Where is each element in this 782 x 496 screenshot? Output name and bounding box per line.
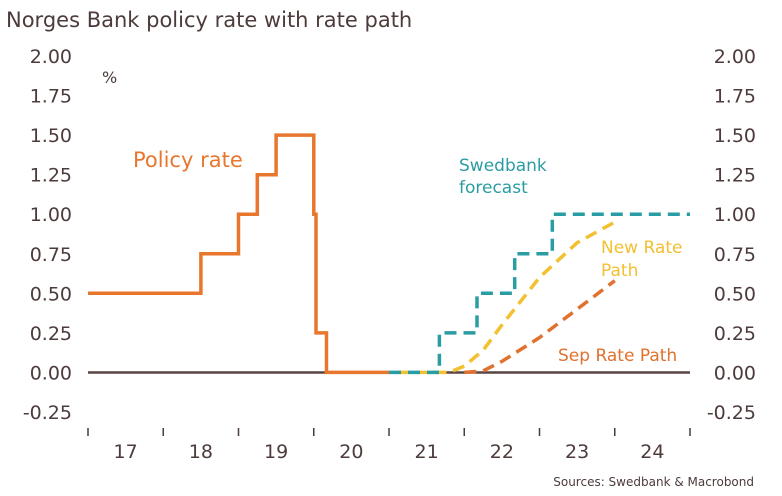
x-tick-label: 24 xyxy=(640,441,664,463)
x-axis: 17 18 19 20 21 22 23 24 xyxy=(87,428,691,463)
y-tick-left: 1.75 xyxy=(30,86,72,108)
y-tick-left: 0.50 xyxy=(30,283,72,305)
annotation-swedbank: Swedbank xyxy=(459,156,547,176)
y-tick-left: 1.00 xyxy=(30,204,72,226)
x-tick-label: 21 xyxy=(415,441,439,463)
y-tick-right: 0.00 xyxy=(714,362,756,384)
y-tick-left: 1.25 xyxy=(30,165,72,187)
x-tick-label: 19 xyxy=(264,441,288,463)
y-tick-left: 2.00 xyxy=(30,46,72,68)
x-tick-label: 23 xyxy=(565,441,589,463)
series-layer xyxy=(88,133,690,375)
y-tick-right: 1.75 xyxy=(714,86,756,108)
x-tick-label: 18 xyxy=(189,441,213,463)
y-tick-right: 1.50 xyxy=(714,125,756,147)
y-axis-left: 2.00 1.75 1.50 1.25 1.00 0.75 0.50 0.25 0.00 -0.2… xyxy=(23,46,72,424)
annotation-sep-rate-path: Sep Rate Path xyxy=(558,346,677,366)
y-tick-left: 1.50 xyxy=(30,125,72,147)
annotation-new-rate: New Rate xyxy=(601,238,682,258)
annotation-policy-rate: Policy rate xyxy=(133,148,243,172)
y-tick-left: -0.25 xyxy=(23,402,72,424)
y-tick-right: 0.25 xyxy=(714,323,756,345)
series-line-new-path xyxy=(396,220,616,375)
y-tick-right: 2.00 xyxy=(714,46,756,68)
y-tick-right: 0.50 xyxy=(714,283,756,305)
y-tick-right: 1.25 xyxy=(714,165,756,187)
unit-label: % xyxy=(102,68,117,87)
y-tick-right: 0.75 xyxy=(714,244,756,266)
y-tick-left: 0.25 xyxy=(30,323,72,345)
annotation-path: Path xyxy=(601,261,638,281)
x-tick-label: 20 xyxy=(339,441,363,463)
source-note: Sources: Swedbank & Macrobond xyxy=(553,475,754,489)
x-tick-label: 22 xyxy=(490,441,514,463)
x-tick-label: 17 xyxy=(114,441,138,463)
y-tick-right: -0.25 xyxy=(707,402,756,424)
series-line-sep-path xyxy=(464,279,616,375)
y-tick-left: 0.00 xyxy=(30,362,72,384)
y-tick-left: 0.75 xyxy=(30,244,72,266)
y-axis-right: 2.00 1.75 1.50 1.25 1.00 0.75 0.50 0.25 0.00 -0.2… xyxy=(707,46,756,424)
y-tick-right: 1.00 xyxy=(714,204,756,226)
chart-title: Norges Bank policy rate with rate path xyxy=(6,8,412,32)
annotation-forecast: forecast xyxy=(459,178,528,198)
series-line-policy xyxy=(88,133,389,375)
annotation-layer: Policy rate Swedbank forecast New Rate P… xyxy=(133,148,682,366)
